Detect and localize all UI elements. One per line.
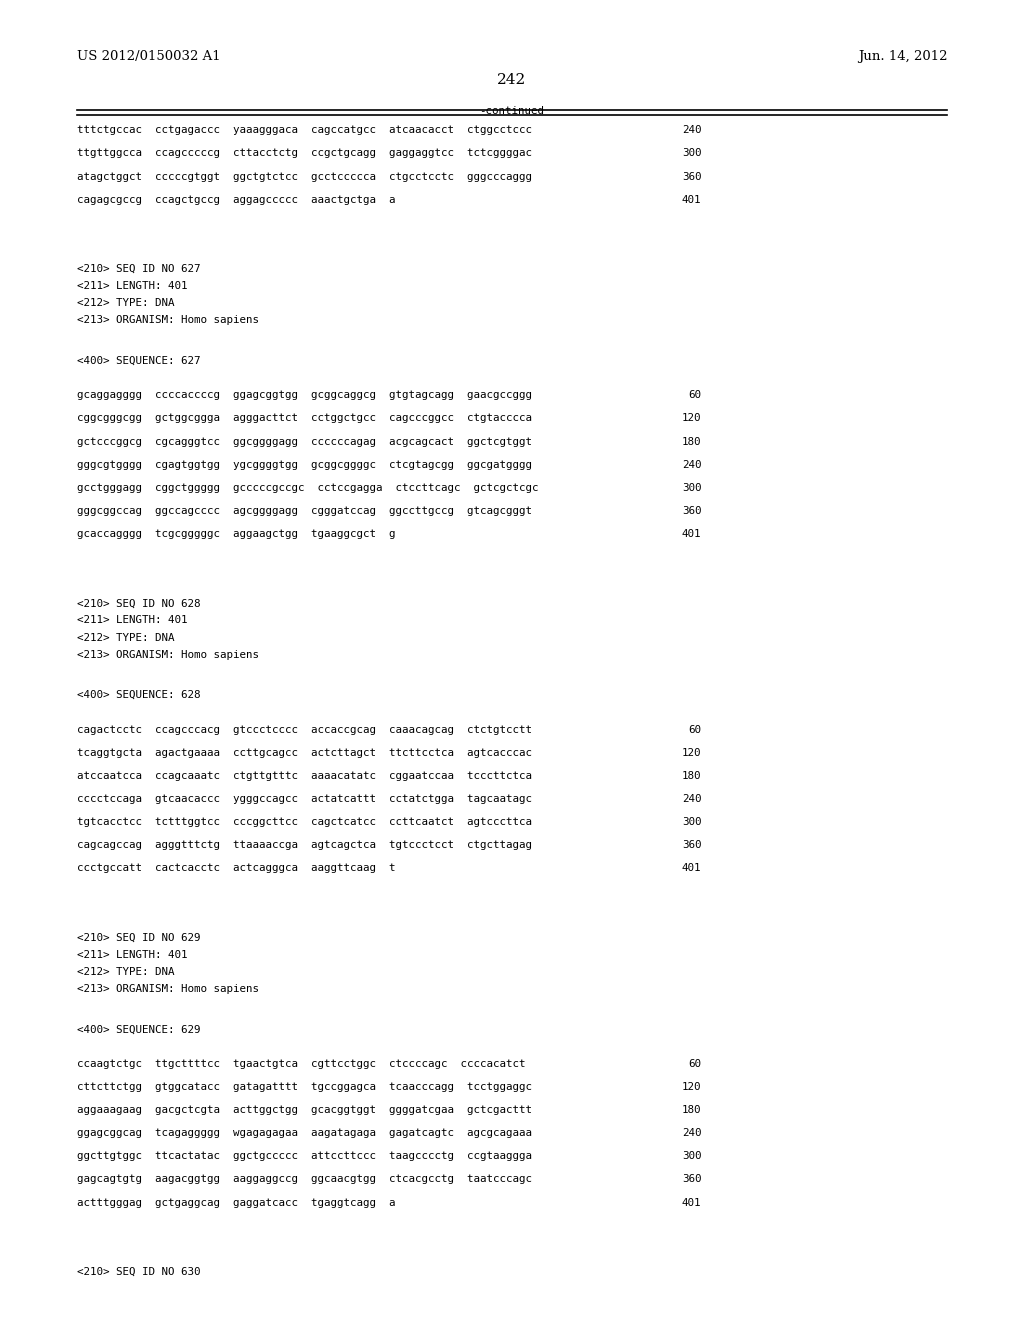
Text: 360: 360	[682, 172, 701, 182]
Text: actttgggag  gctgaggcag  gaggatcacc  tgaggtcagg  a: actttgggag gctgaggcag gaggatcacc tgaggtc…	[77, 1197, 395, 1208]
Text: 180: 180	[682, 437, 701, 446]
Text: <212> TYPE: DNA: <212> TYPE: DNA	[77, 632, 174, 643]
Text: 300: 300	[682, 1151, 701, 1162]
Text: <211> LENGTH: 401: <211> LENGTH: 401	[77, 281, 187, 292]
Text: 360: 360	[682, 840, 701, 850]
Text: 300: 300	[682, 483, 701, 492]
Text: gcaggagggg  ccccaccccg  ggagcggtgg  gcggcaggcg  gtgtagcagg  gaacgccggg: gcaggagggg ccccaccccg ggagcggtgg gcggcag…	[77, 391, 531, 400]
Text: 401: 401	[682, 194, 701, 205]
Text: 300: 300	[682, 149, 701, 158]
Text: <400> SEQUENCE: 628: <400> SEQUENCE: 628	[77, 690, 201, 700]
Text: <210> SEQ ID NO 630: <210> SEQ ID NO 630	[77, 1267, 201, 1276]
Text: aggaaagaag  gacgctcgta  acttggctgg  gcacggtggt  ggggatcgaa  gctcgacttt: aggaaagaag gacgctcgta acttggctgg gcacggt…	[77, 1105, 531, 1115]
Text: tgtcacctcc  tctttggtcc  cccggcttcc  cagctcatcc  ccttcaatct  agtcccttca: tgtcacctcc tctttggtcc cccggcttcc cagctca…	[77, 817, 531, 828]
Text: 300: 300	[682, 817, 701, 828]
Text: cccctccaga  gtcaacaccc  ygggccagcc  actatcattt  cctatctgga  tagcaatagc: cccctccaga gtcaacaccc ygggccagcc actatca…	[77, 793, 531, 804]
Text: 60: 60	[688, 725, 701, 735]
Text: US 2012/0150032 A1: US 2012/0150032 A1	[77, 50, 220, 63]
Text: gggcggccag  ggccagcccc  agcggggagg  cgggatccag  ggccttgccg  gtcagcgggt: gggcggccag ggccagcccc agcggggagg cgggatc…	[77, 506, 531, 516]
Text: <212> TYPE: DNA: <212> TYPE: DNA	[77, 298, 174, 309]
Text: ttgttggcca  ccagcccccg  cttacctctg  ccgctgcagg  gaggaggtcc  tctcggggac: ttgttggcca ccagcccccg cttacctctg ccgctgc…	[77, 149, 531, 158]
Text: 120: 120	[682, 1082, 701, 1092]
Text: 401: 401	[682, 529, 701, 539]
Text: cttcttctgg  gtggcatacc  gatagatttt  tgccggagca  tcaacccagg  tcctggaggc: cttcttctgg gtggcatacc gatagatttt tgccgga…	[77, 1082, 531, 1092]
Text: <400> SEQUENCE: 627: <400> SEQUENCE: 627	[77, 355, 201, 366]
Text: 120: 120	[682, 747, 701, 758]
Text: gctcccggcg  cgcagggtcc  ggcggggagg  ccccccagag  acgcagcact  ggctcgtggt: gctcccggcg cgcagggtcc ggcggggagg cccccca…	[77, 437, 531, 446]
Text: cagcagccag  agggtttctg  ttaaaaccga  agtcagctca  tgtccctcct  ctgcttagag: cagcagccag agggtttctg ttaaaaccga agtcagc…	[77, 840, 531, 850]
Text: atccaatcca  ccagcaaatc  ctgttgtttc  aaaacatatc  cggaatccaa  tcccttctca: atccaatcca ccagcaaatc ctgttgtttc aaaacat…	[77, 771, 531, 781]
Text: 60: 60	[688, 1059, 701, 1069]
Text: 180: 180	[682, 1105, 701, 1115]
Text: tcaggtgcta  agactgaaaa  ccttgcagcc  actcttagct  ttcttcctca  agtcacccac: tcaggtgcta agactgaaaa ccttgcagcc actctta…	[77, 747, 531, 758]
Text: 240: 240	[682, 125, 701, 136]
Text: <211> LENGTH: 401: <211> LENGTH: 401	[77, 615, 187, 626]
Text: 240: 240	[682, 793, 701, 804]
Text: <210> SEQ ID NO 628: <210> SEQ ID NO 628	[77, 598, 201, 609]
Text: 240: 240	[682, 1129, 701, 1138]
Text: atagctggct  cccccgtggt  ggctgtctcc  gcctccccca  ctgcctcctc  gggcccaggg: atagctggct cccccgtggt ggctgtctcc gcctccc…	[77, 172, 531, 182]
Text: gggcgtgggg  cgagtggtgg  ygcggggtgg  gcggcggggc  ctcgtagcgg  ggcgatgggg: gggcgtgggg cgagtggtgg ygcggggtgg gcggcgg…	[77, 459, 531, 470]
Text: <211> LENGTH: 401: <211> LENGTH: 401	[77, 949, 187, 960]
Text: ccctgccatt  cactcacctc  actcagggca  aaggttcaag  t: ccctgccatt cactcacctc actcagggca aaggttc…	[77, 863, 395, 874]
Text: 242: 242	[498, 73, 526, 87]
Text: -continued: -continued	[479, 106, 545, 116]
Text: <213> ORGANISM: Homo sapiens: <213> ORGANISM: Homo sapiens	[77, 649, 259, 660]
Text: 360: 360	[682, 506, 701, 516]
Text: cagagcgccg  ccagctgccg  aggagccccc  aaactgctga  a: cagagcgccg ccagctgccg aggagccccc aaactgc…	[77, 194, 395, 205]
Text: <210> SEQ ID NO 627: <210> SEQ ID NO 627	[77, 264, 201, 275]
Text: ggagcggcag  tcagaggggg  wgagagagaa  aagatagaga  gagatcagtc  agcgcagaaa: ggagcggcag tcagaggggg wgagagagaa aagatag…	[77, 1129, 531, 1138]
Text: gcaccagggg  tcgcgggggc  aggaagctgg  tgaaggcgct  g: gcaccagggg tcgcgggggc aggaagctgg tgaaggc…	[77, 529, 395, 539]
Text: 401: 401	[682, 1197, 701, 1208]
Text: 180: 180	[682, 771, 701, 781]
Text: Jun. 14, 2012: Jun. 14, 2012	[858, 50, 947, 63]
Text: ggcttgtggc  ttcactatac  ggctgccccc  attccttccc  taagcccctg  ccgtaaggga: ggcttgtggc ttcactatac ggctgccccc attcctt…	[77, 1151, 531, 1162]
Text: <213> ORGANISM: Homo sapiens: <213> ORGANISM: Homo sapiens	[77, 983, 259, 994]
Text: 60: 60	[688, 391, 701, 400]
Text: 120: 120	[682, 413, 701, 424]
Text: gcctgggagg  cggctggggg  gcccccgccgc  cctccgagga  ctccttcagc  gctcgctcgc: gcctgggagg cggctggggg gcccccgccgc cctccg…	[77, 483, 539, 492]
Text: <400> SEQUENCE: 629: <400> SEQUENCE: 629	[77, 1024, 201, 1035]
Text: <212> TYPE: DNA: <212> TYPE: DNA	[77, 966, 174, 977]
Text: 360: 360	[682, 1175, 701, 1184]
Text: 401: 401	[682, 863, 701, 874]
Text: cagactcctc  ccagcccacg  gtccctcccc  accaccgcag  caaacagcag  ctctgtcctt: cagactcctc ccagcccacg gtccctcccc accaccg…	[77, 725, 531, 735]
Text: gagcagtgtg  aagacggtgg  aaggaggccg  ggcaacgtgg  ctcacgcctg  taatcccagc: gagcagtgtg aagacggtgg aaggaggccg ggcaacg…	[77, 1175, 531, 1184]
Text: <213> ORGANISM: Homo sapiens: <213> ORGANISM: Homo sapiens	[77, 315, 259, 326]
Text: ccaagtctgc  ttgcttttcc  tgaactgtca  cgttcctggc  ctccccagc  ccccacatct: ccaagtctgc ttgcttttcc tgaactgtca cgttcct…	[77, 1059, 525, 1069]
Text: cggcgggcgg  gctggcggga  agggacttct  cctggctgcc  cagcccggcc  ctgtacccca: cggcgggcgg gctggcggga agggacttct cctggct…	[77, 413, 531, 424]
Text: tttctgccac  cctgagaccc  yaaagggaca  cagccatgcc  atcaacacct  ctggcctccc: tttctgccac cctgagaccc yaaagggaca cagccat…	[77, 125, 531, 136]
Text: 240: 240	[682, 459, 701, 470]
Text: <210> SEQ ID NO 629: <210> SEQ ID NO 629	[77, 932, 201, 942]
